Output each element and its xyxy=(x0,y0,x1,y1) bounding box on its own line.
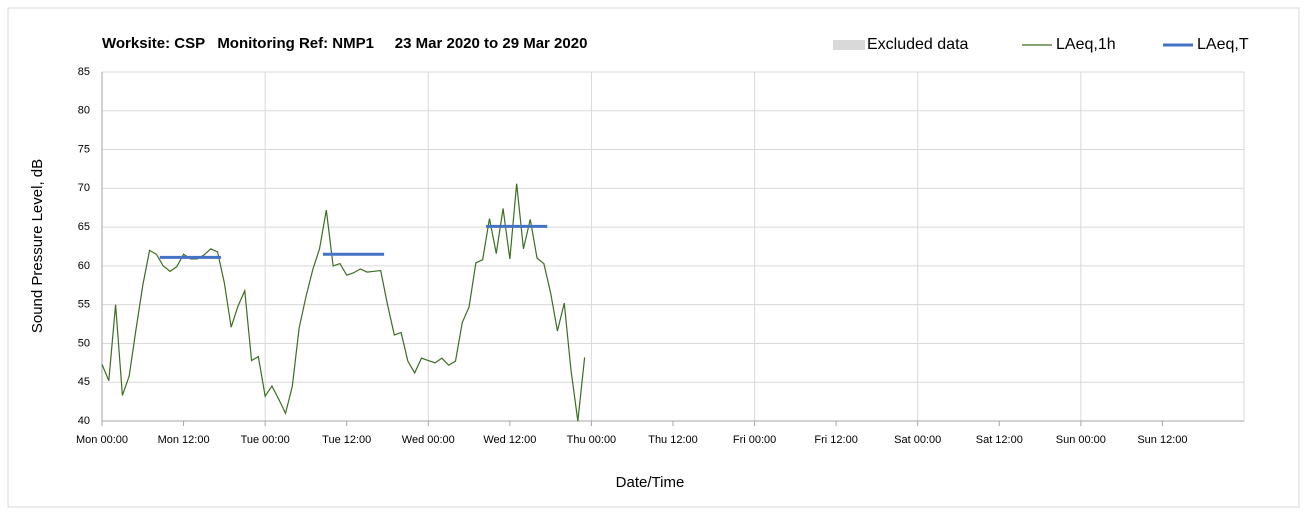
x-tick-label: Wed 12:00 xyxy=(483,434,536,446)
y-tick-label: 55 xyxy=(78,299,90,311)
legend-label: LAeq,T xyxy=(1197,36,1249,53)
x-tick-label: Sat 12:00 xyxy=(976,434,1023,446)
y-tick-label: 65 xyxy=(78,221,90,233)
x-tick-label: Wed 00:00 xyxy=(402,434,455,446)
y-tick-label: 40 xyxy=(78,415,90,427)
x-tick-label: Sat 00:00 xyxy=(894,434,941,446)
y-tick-label: 50 xyxy=(78,337,90,349)
x-tick-label: Fri 12:00 xyxy=(814,434,857,446)
chart-frame xyxy=(7,7,1300,508)
x-tick-label: Tue 12:00 xyxy=(322,434,371,446)
y-axis-label: Sound Pressure Level, dB xyxy=(29,159,46,333)
y-tick-label: 70 xyxy=(78,182,90,194)
chart-title: Worksite: CSP Monitoring Ref: NMP1 23 Ma… xyxy=(102,35,587,52)
y-tick-label: 60 xyxy=(78,260,90,272)
series-line xyxy=(159,224,548,259)
y-tick-label: 85 xyxy=(78,66,90,78)
x-tick-label: Thu 12:00 xyxy=(648,434,698,446)
x-tick-label: Sun 00:00 xyxy=(1056,434,1106,446)
y-tick-label: 45 xyxy=(78,376,90,388)
y-tick-label: 75 xyxy=(78,143,90,155)
x-tick-label: Mon 00:00 xyxy=(76,434,128,446)
x-tick-label: Thu 00:00 xyxy=(567,434,617,446)
x-axis-label: Date/Time xyxy=(616,474,685,491)
x-tick-label: Fri 00:00 xyxy=(733,434,776,446)
x-tick-label: Sun 12:00 xyxy=(1137,434,1187,446)
y-tick-label: 80 xyxy=(78,105,90,117)
legend-label: LAeq,1h xyxy=(1056,36,1116,53)
legend-label: Excluded data xyxy=(867,36,969,53)
legend-swatch xyxy=(833,40,865,50)
x-tick-label: Tue 00:00 xyxy=(241,434,290,446)
x-tick-label: Mon 12:00 xyxy=(158,434,210,446)
